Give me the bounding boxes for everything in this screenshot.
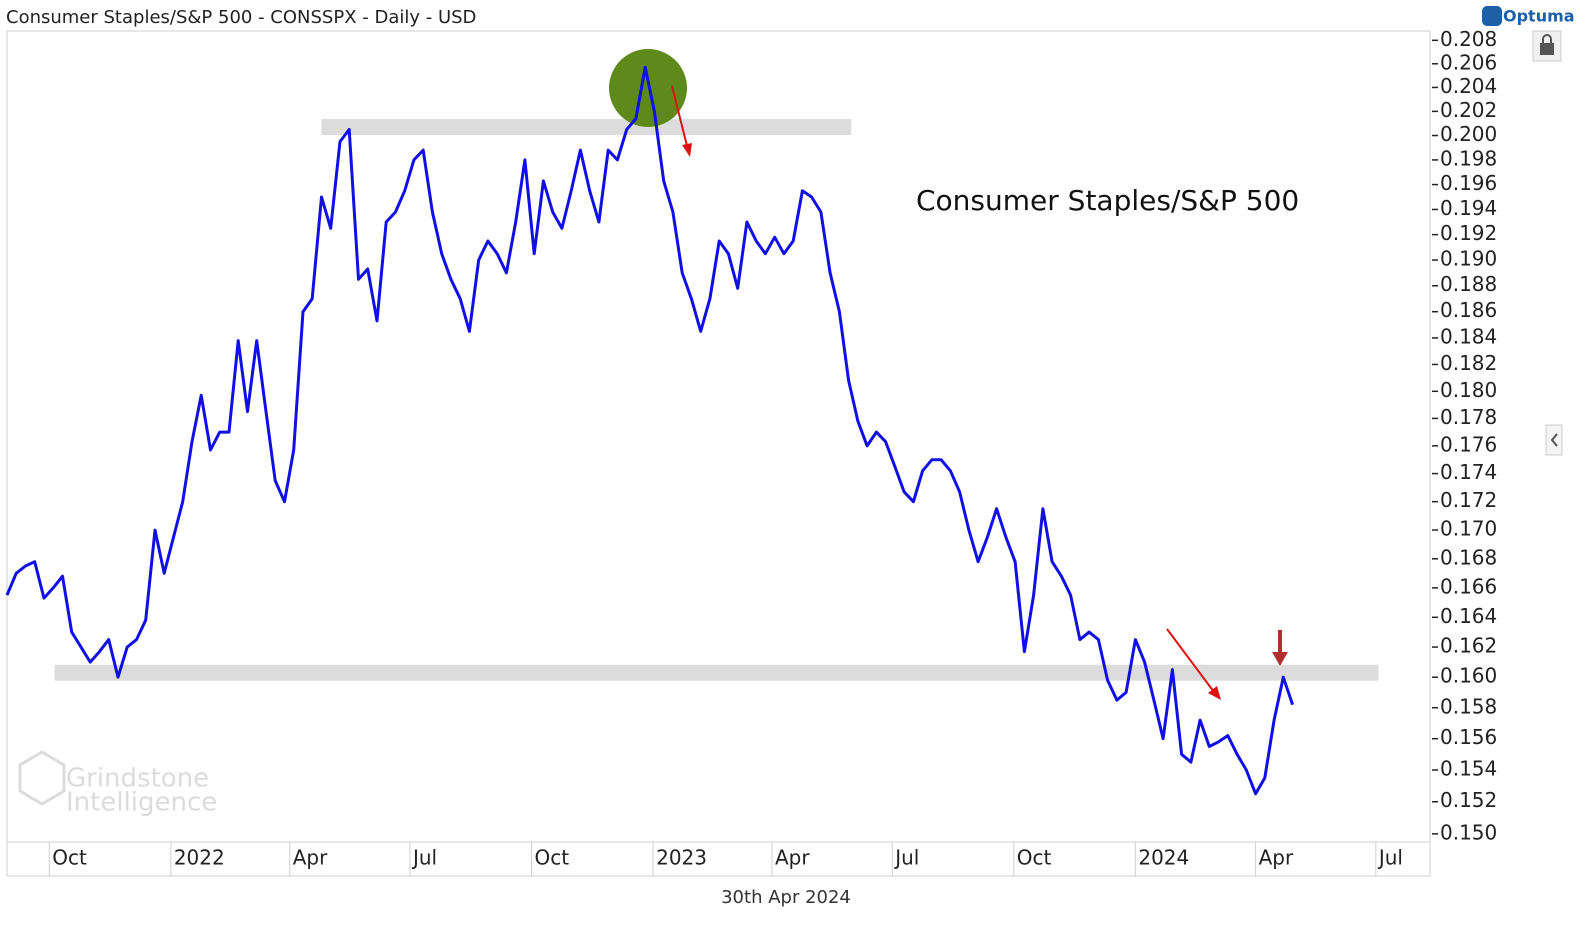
y-tick-label: 0.186 [1440,298,1497,322]
y-tick-label: 0.190 [1440,247,1497,271]
brand: Optuma [1503,7,1575,26]
y-tick-label: 0.164 [1440,604,1497,628]
y-tick-label: 0.188 [1440,272,1497,296]
y-tick-label: 0.192 [1440,221,1497,245]
level-band [54,664,1379,681]
watermark-text: Intelligence [66,788,217,818]
y-tick-label: 0.160 [1440,664,1497,688]
x-tick-label: 2024 [1138,846,1189,870]
y-tick-label: 0.174 [1440,460,1497,484]
y-tick-label: 0.170 [1440,517,1497,541]
y-tick-label: 0.196 [1440,171,1497,195]
plot-area [6,30,1431,843]
x-tick-label: Jul [411,846,437,870]
y-tick-label: 0.152 [1440,788,1497,812]
x-tick-label: Jul [893,846,919,870]
x-tick-label: Oct [535,846,570,870]
x-tick-label: Apr [1259,846,1294,870]
y-tick-label: 0.182 [1440,351,1497,375]
x-tick-label: Apr [775,846,810,870]
series-label: Consumer Staples/S&P 500 [916,184,1299,217]
y-tick-label: 0.204 [1440,74,1497,98]
y-tick-label: 0.208 [1440,27,1497,51]
y-tick-label: 0.172 [1440,488,1497,512]
y-tick-label: 0.158 [1440,694,1497,718]
x-tick-label: 2023 [656,846,707,870]
brand-logo: Optuma [1482,6,1575,26]
y-tick-label: 0.202 [1440,98,1497,122]
y-tick-label: 0.206 [1440,50,1497,74]
x-axis-strip [6,841,1431,877]
footer-date: 30th Apr 2024 [721,887,851,908]
arrows [671,85,1288,700]
y-tick-label: 0.154 [1440,757,1497,781]
y-tick-label: 0.166 [1440,574,1497,598]
y-tick-label: 0.198 [1440,146,1497,170]
y-tick-label: 0.200 [1440,122,1497,146]
y-tick-label: 0.180 [1440,378,1497,402]
y-tick-label: 0.150 [1440,820,1497,844]
x-tick-label: 2022 [174,846,225,870]
y-tick-label: 0.176 [1440,432,1497,456]
level-band [321,119,852,136]
x-tick-label: Jul [1377,846,1403,870]
x-tick-label: Apr [293,846,328,870]
chart-title: Consumer Staples/S&P 500 - CONSSPX - Dai… [6,7,476,28]
y-tick-label: 0.184 [1440,324,1497,348]
y-tick-label: 0.194 [1440,196,1497,220]
lock-icon[interactable] [1532,30,1562,62]
x-tick-label: Oct [1017,846,1052,870]
y-tick-label: 0.168 [1440,545,1497,569]
x-tick-label: Oct [52,846,87,870]
price-line [5,65,1295,796]
y-tick-label: 0.162 [1440,634,1497,658]
y-tick-label: 0.178 [1440,405,1497,429]
y-tick-label: 0.156 [1440,725,1497,749]
watermark-text: Grindstone [66,764,209,794]
watermark: Grindstone Intelligence [18,750,217,818]
collapse-tab[interactable] [1545,424,1563,456]
